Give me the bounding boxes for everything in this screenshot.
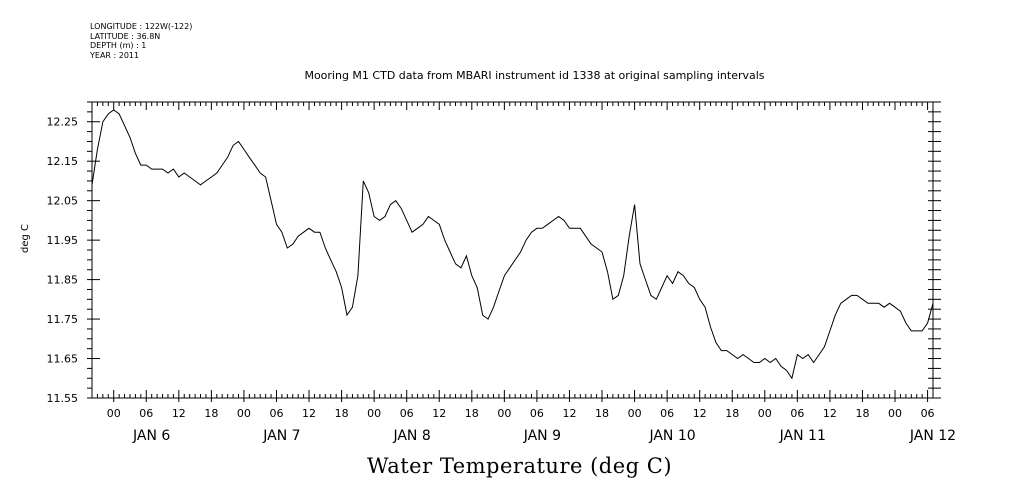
x-tick-label: 12 — [172, 407, 186, 420]
x-tick-label: 00 — [888, 407, 902, 420]
x-tick-label: 00 — [237, 407, 251, 420]
x-tick-label: 06 — [400, 407, 414, 420]
x-tick-label: 18 — [204, 407, 218, 420]
x-tick-label: 12 — [432, 407, 446, 420]
y-tick-label: 11.75 — [47, 313, 79, 326]
x-tick-label: 12 — [693, 407, 707, 420]
x-tick-label: 00 — [497, 407, 511, 420]
x-tick-label: 18 — [855, 407, 869, 420]
axis-tick-labels: 00 06 12 18 00 06 12 18 00 06 12 18 00 06 12 18 00 06 12 18… — [47, 116, 957, 444]
metadata-block: LONGITUDE : 122W(-122) LATITUDE : 36.8N … — [90, 22, 192, 60]
chart-title: Mooring M1 CTD data from MBARI instrumen… — [304, 69, 765, 82]
day-label: JAN 7 — [262, 428, 300, 444]
x-tick-label: 00 — [367, 407, 381, 420]
day-label: JAN 12 — [909, 428, 956, 444]
x-tick-label: 06 — [139, 407, 153, 420]
y-tick-label: 12.15 — [47, 155, 79, 168]
y-tick-label: 12.05 — [47, 195, 79, 208]
day-label: JAN 8 — [392, 428, 430, 444]
x-tick-label: 18 — [465, 407, 479, 420]
day-label: JAN 6 — [132, 428, 170, 444]
x-tick-label: 18 — [595, 407, 609, 420]
x-tick-label: 00 — [107, 407, 121, 420]
y-tick-label: 11.65 — [47, 353, 79, 366]
day-label: JAN 10 — [648, 428, 695, 444]
x-tick-label: 00 — [628, 407, 642, 420]
x-tick-label: 00 — [758, 407, 772, 420]
day-label: JAN 9 — [523, 428, 561, 444]
series-line — [91, 109, 934, 380]
x-tick-label: 18 — [335, 407, 349, 420]
x-tick-label: 06 — [921, 407, 935, 420]
y-tick-label: 11.95 — [47, 234, 79, 247]
x-tick-label: 12 — [562, 407, 576, 420]
axis-ticks — [87, 101, 941, 402]
x-tick-label: 18 — [725, 407, 739, 420]
depth-text: DEPTH (m) : 1 — [90, 41, 147, 50]
latitude-text: LATITUDE : 36.8N — [90, 31, 161, 41]
plot-frame — [91, 101, 934, 399]
x-axis-label: Water Temperature (deg C) — [366, 454, 673, 478]
y-tick-label: 12.25 — [47, 116, 79, 129]
x-tick-label: 06 — [269, 407, 283, 420]
x-tick-label: 12 — [823, 407, 837, 420]
y-tick-label: 11.55 — [47, 392, 79, 405]
day-label: JAN 11 — [779, 428, 826, 444]
y-tick-label: 11.85 — [47, 274, 79, 287]
x-tick-label: 12 — [302, 407, 316, 420]
x-tick-label: 06 — [790, 407, 804, 420]
year-text: YEAR : 2011 — [90, 50, 140, 60]
x-tick-label: 06 — [530, 407, 544, 420]
longitude-text: LONGITUDE : 122W(-122) — [90, 22, 193, 31]
x-tick-label: 06 — [660, 407, 674, 420]
